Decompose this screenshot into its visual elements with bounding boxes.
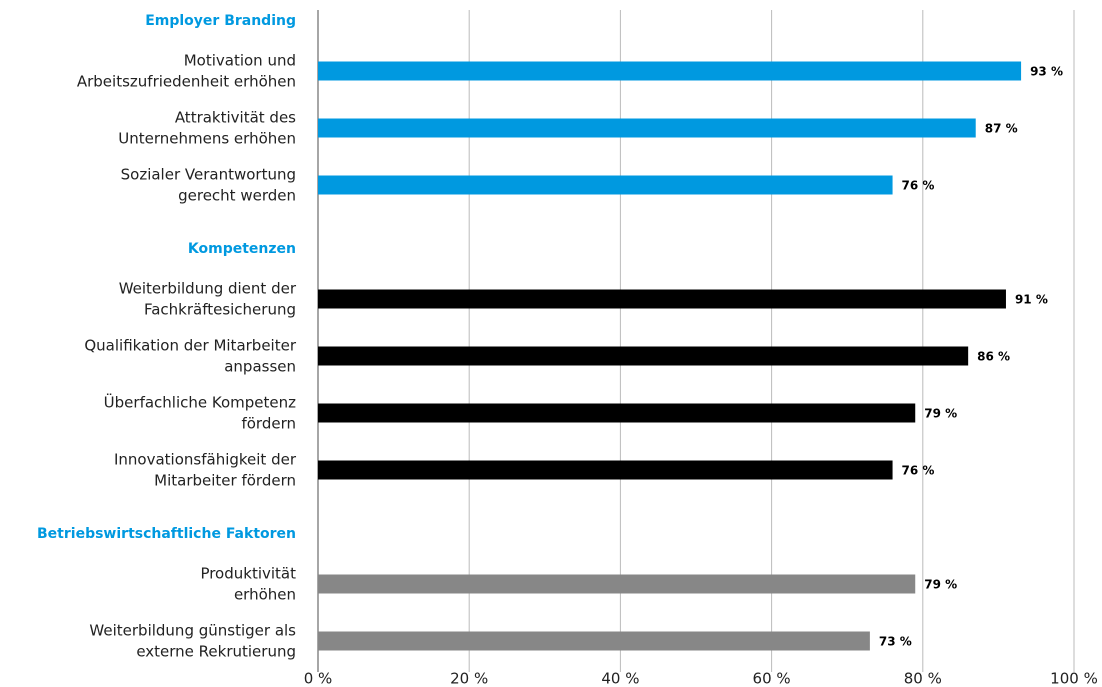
x-tick-label: 40 %	[601, 670, 639, 687]
value-label: 79 %	[924, 407, 957, 421]
category-label-line: Weiterbildung günstiger als	[89, 621, 296, 639]
x-tick-label: 80 %	[904, 670, 942, 687]
category-label-line: Motivation und	[184, 51, 296, 69]
value-label: 87 %	[985, 122, 1018, 136]
category-label-line: Attraktivität des	[175, 108, 296, 126]
bar	[318, 118, 976, 138]
category-label-line: erhöhen	[234, 585, 296, 603]
value-label: 76 %	[902, 179, 935, 193]
bar	[318, 460, 893, 480]
value-label: 73 %	[879, 635, 912, 649]
bar	[318, 289, 1006, 309]
bar	[318, 346, 969, 366]
category-label-line: Fachkräftesicherung	[144, 300, 296, 318]
category-label-line: Arbeitszufriedenheit erhöhen	[77, 72, 296, 90]
category-label: Weiterbildung dient der Fachkräftesicheru…	[119, 279, 297, 318]
bar	[318, 631, 870, 651]
category-label-line: Innovationsfähigkeit der	[114, 450, 297, 468]
group-header: Betriebswirtschaftliche Faktoren	[37, 526, 296, 542]
category-label-line: anpassen	[224, 357, 296, 375]
category-label: Attraktivität des Unternehmens erhöhen	[118, 108, 296, 147]
group-header: Employer Branding	[145, 13, 296, 29]
bar	[318, 61, 1022, 81]
category-label: Innovationsfähigkeit der Mitarbeiter förd…	[114, 450, 297, 489]
x-tick-label: 20 %	[450, 670, 488, 687]
bar	[318, 175, 893, 195]
category-label: Weiterbildung günstiger als externe Rekru…	[89, 621, 296, 660]
value-label: 76 %	[902, 464, 935, 478]
category-label-line: Produktivität	[200, 564, 296, 582]
category-label-line: Mitarbeiter fördern	[154, 471, 296, 489]
category-label-line: Sozialer Verantwortung	[121, 165, 296, 183]
value-label: 91 %	[1015, 293, 1048, 307]
x-tick-label: 60 %	[753, 670, 791, 687]
category-label: Sozialer Verantwortung gerecht werden	[121, 165, 296, 204]
category-label-line: fördern	[241, 414, 296, 432]
bar	[318, 403, 916, 423]
category-label: Motivation und Arbeitszufriedenheit erhöh…	[77, 51, 296, 90]
x-tick-label: 100 %	[1050, 670, 1098, 687]
category-label: Qualifikation der Mitarbeiter anpassen	[84, 336, 296, 375]
category-label-line: Qualifikation der Mitarbeiter	[84, 336, 296, 354]
category-label-line: externe Rekrutierung	[136, 642, 296, 660]
x-tick-label: 0 %	[304, 670, 333, 687]
value-label: 93 %	[1030, 65, 1063, 79]
group-header: Kompetenzen	[188, 241, 296, 257]
category-label: Produktivität erhöhen	[200, 564, 296, 603]
category-label: Überfachliche Kompetenz fördern	[104, 392, 296, 432]
bar	[318, 574, 916, 594]
category-label-line: gerecht werden	[178, 186, 296, 204]
value-label: 79 %	[924, 578, 957, 592]
category-label-line: Weiterbildung dient der	[119, 279, 297, 297]
value-label: 86 %	[977, 350, 1010, 364]
category-label-line: Unternehmens erhöhen	[118, 129, 296, 147]
category-label-line: Überfachliche Kompetenz	[104, 392, 296, 411]
